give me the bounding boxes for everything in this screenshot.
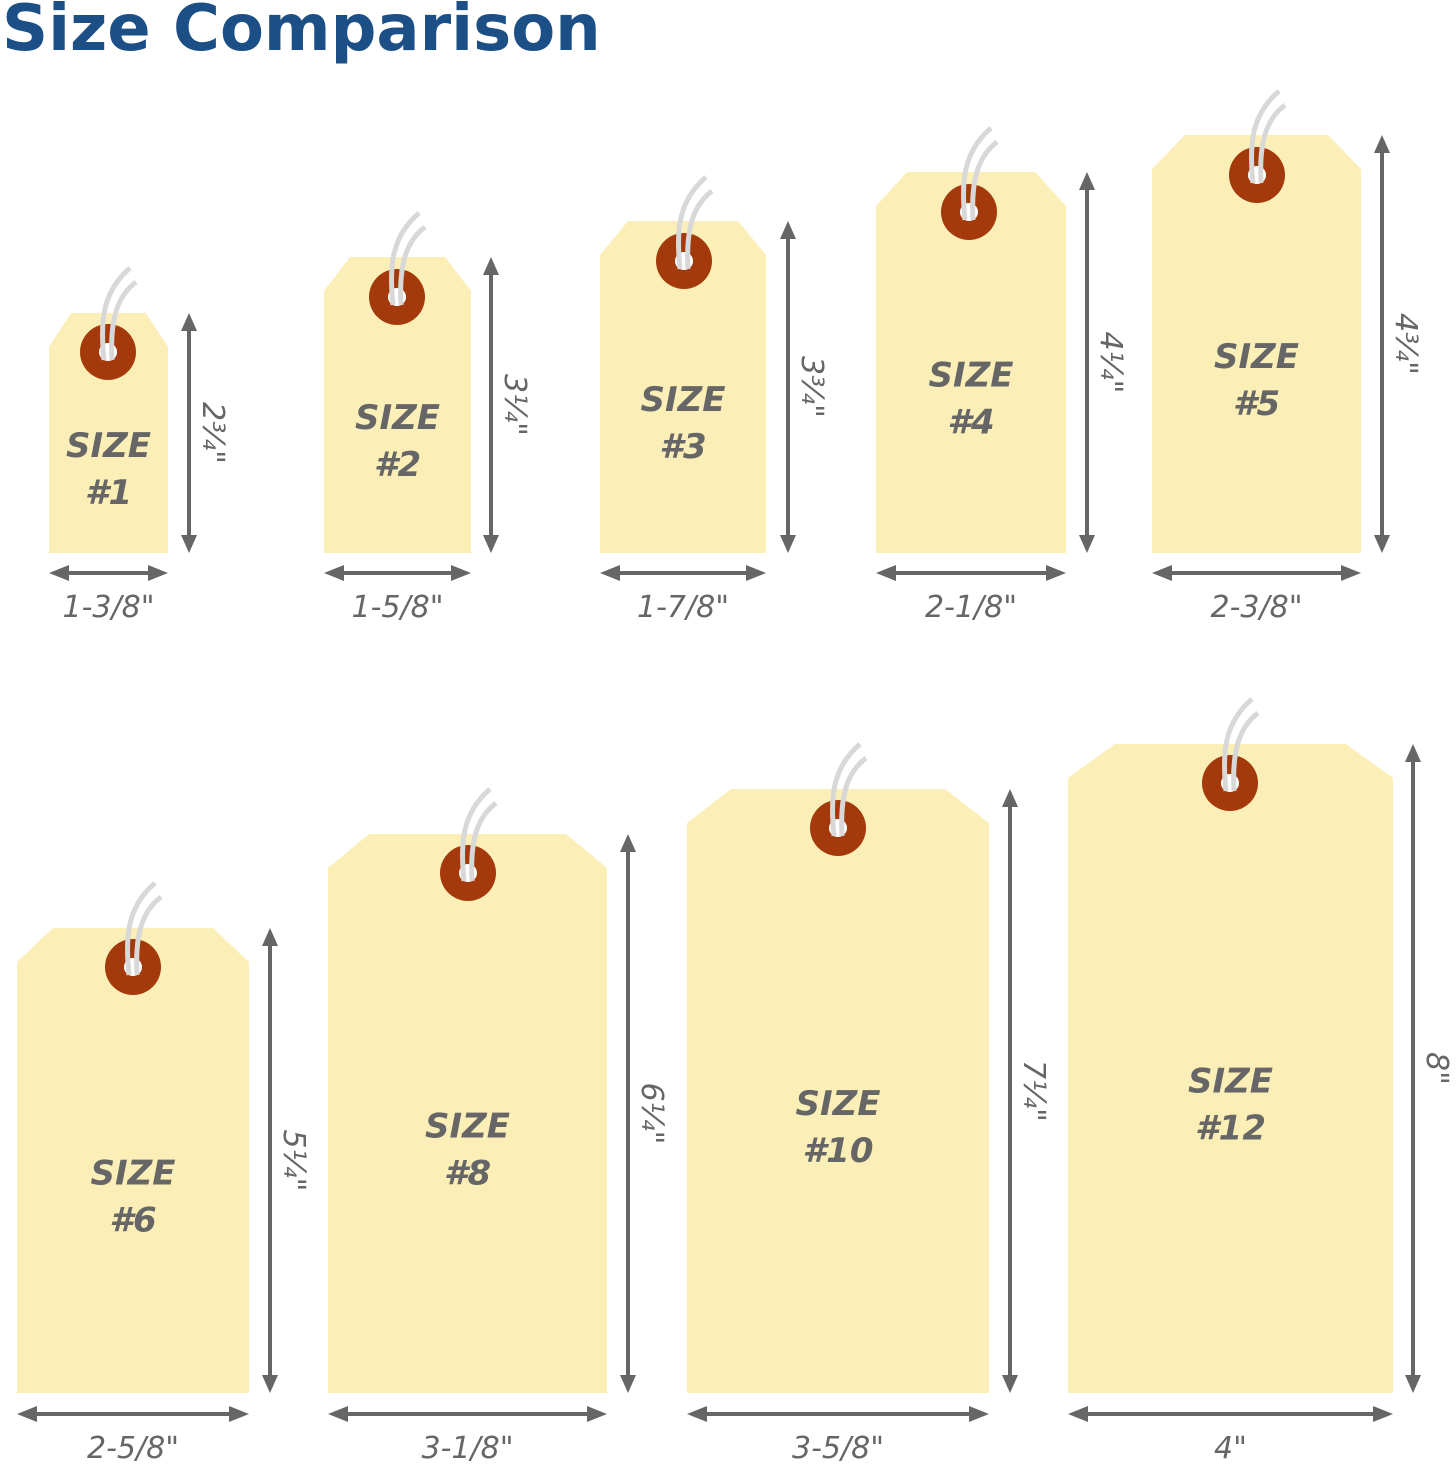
tag-body — [687, 789, 989, 1393]
tag-body — [324, 257, 471, 553]
height-arrow — [483, 257, 499, 553]
height-arrow — [1079, 172, 1095, 553]
height-label: 6¼" — [634, 1083, 669, 1145]
tag-size-number: #10 — [803, 1131, 874, 1171]
height-arrow — [620, 834, 636, 1393]
tag-body — [876, 172, 1066, 553]
width-label: 1-5/8" — [352, 590, 444, 625]
string-icon — [124, 881, 163, 976]
height-arrow — [780, 221, 796, 553]
tag-size-number: #4 — [947, 403, 994, 443]
height-arrow — [181, 313, 197, 553]
tag-size-word: SIZE — [1188, 1062, 1273, 1102]
tag-size-4: SIZE #4 2-1/8" 4¼" — [876, 126, 1128, 625]
string-icon — [459, 787, 498, 882]
width-arrow — [17, 1406, 249, 1422]
height-arrow — [1405, 744, 1421, 1393]
tag-size-word: SIZE — [425, 1107, 510, 1147]
tag-size-word: SIZE — [66, 426, 151, 466]
height-arrow — [1002, 789, 1018, 1393]
width-label: 2-1/8" — [925, 590, 1017, 625]
width-arrow — [49, 565, 168, 581]
tag-size-word: SIZE — [640, 380, 725, 420]
width-arrow — [876, 565, 1066, 581]
tag-size-word: SIZE — [928, 356, 1013, 396]
tag-size-6: SIZE #6 2-5/8" 5¼" — [17, 881, 311, 1466]
width-label: 3-5/8" — [792, 1431, 884, 1466]
tag-size-1: SIZE #1 1-3/8" 2¾" — [49, 266, 230, 625]
tag-size-number: #6 — [109, 1201, 156, 1241]
width-arrow — [328, 1406, 607, 1422]
tag-size-12: SIZE #12 4" 8" — [1068, 697, 1454, 1466]
tag-size-number: #3 — [659, 427, 706, 467]
tag-size-10: SIZE #10 3-5/8" 7¼" — [687, 742, 1051, 1466]
tag-size-word: SIZE — [795, 1084, 880, 1124]
width-arrow — [1152, 565, 1361, 581]
tag-size-number: #12 — [1195, 1109, 1266, 1149]
string-icon — [960, 126, 999, 221]
width-arrow — [687, 1406, 989, 1422]
height-arrow — [1374, 135, 1390, 553]
tag-size-number: #8 — [444, 1154, 491, 1194]
height-label: 7¼" — [1016, 1060, 1051, 1122]
tag-size-number: #2 — [374, 445, 421, 485]
width-label: 1-3/8" — [63, 590, 155, 625]
height-arrow — [262, 928, 278, 1393]
width-arrow — [600, 565, 766, 581]
tag-size-number: #5 — [1233, 384, 1280, 424]
string-icon — [1248, 89, 1287, 184]
tag-size-5: SIZE #5 2-3/8" 4¾" — [1152, 89, 1423, 625]
height-label: 3¼" — [497, 374, 532, 436]
width-label: 3-1/8" — [422, 1431, 514, 1466]
width-label: 2-3/8" — [1211, 590, 1303, 625]
string-icon — [99, 266, 138, 361]
tag-size-word: SIZE — [90, 1154, 175, 1194]
height-label: 4¾" — [1388, 313, 1423, 375]
string-icon — [829, 742, 868, 837]
string-icon — [1221, 697, 1260, 792]
tag-size-word: SIZE — [355, 398, 440, 438]
tag-body — [17, 928, 249, 1393]
string-icon — [388, 211, 427, 306]
tag-body — [328, 834, 607, 1393]
tag-body — [49, 313, 168, 553]
tag-size-number: #1 — [85, 473, 132, 513]
width-arrow — [1068, 1406, 1393, 1422]
width-label: 2-5/8" — [87, 1431, 179, 1466]
height-label: 4¼" — [1093, 332, 1128, 394]
height-label: 5¼" — [276, 1130, 311, 1192]
height-label: 3¾" — [794, 356, 829, 418]
height-label: 2¾" — [195, 402, 230, 464]
width-arrow — [324, 565, 471, 581]
height-label: 8" — [1419, 1052, 1454, 1085]
width-label: 1-7/8" — [637, 590, 729, 625]
string-icon — [675, 175, 714, 270]
tag-size-3: SIZE #3 1-7/8" 3¾" — [600, 175, 829, 625]
page-title: Size Comparison — [2, 0, 601, 66]
tag-size-8: SIZE #8 3-1/8" 6¼" — [328, 787, 669, 1466]
tag-size-2: SIZE #2 1-5/8" 3¼" — [324, 211, 532, 625]
tag-body — [1152, 135, 1361, 553]
tag-size-word: SIZE — [1214, 337, 1299, 377]
tag-body — [600, 221, 766, 553]
width-label: 4" — [1214, 1431, 1247, 1466]
tag-body — [1068, 744, 1393, 1393]
